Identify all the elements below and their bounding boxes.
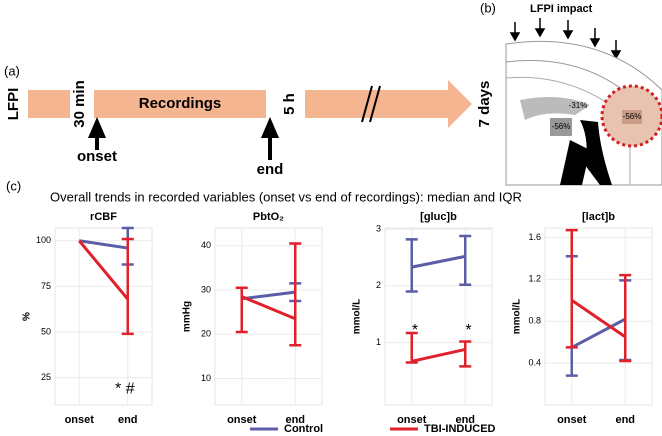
panel-label: (b) (480, 0, 496, 15)
y-tick-label: 30 (201, 284, 211, 294)
y-tick-label: 40 (201, 240, 211, 250)
x-tick-label: end (118, 414, 138, 426)
error-bar (459, 340, 472, 368)
y-tick-label: 1.2 (528, 274, 541, 284)
brain-region (550, 118, 572, 136)
annotation: * (412, 322, 418, 339)
y-tick-label: 1 (376, 337, 381, 347)
error-bar (565, 228, 578, 349)
x-tick-label: end (455, 414, 475, 426)
brain-region (580, 120, 612, 185)
x-tick-label: onset (397, 414, 427, 426)
chart-title: [gluc]b (420, 211, 457, 223)
error-bar (235, 286, 248, 334)
error-bar (459, 234, 472, 286)
error-bar (405, 238, 418, 293)
panel-a: (a) LFPI 30 min Recordings 5 h 7 days on… (4, 63, 493, 178)
panel-label: (a) (4, 63, 20, 78)
y-tick-label: 75 (41, 281, 51, 291)
x-tick-label: onset (557, 414, 587, 426)
series-line (411, 254, 466, 269)
impact-arrows (509, 18, 622, 60)
series-line (571, 317, 626, 349)
error-bar (121, 237, 134, 336)
legend-label: TBI-INDUCED (424, 423, 496, 435)
panel-label: (c) (6, 178, 21, 193)
brain-region (622, 110, 642, 124)
plot-background (54, 227, 153, 406)
error-bar (289, 242, 302, 347)
arrow (260, 116, 280, 160)
series-line (411, 347, 466, 363)
timeline-arrow (305, 80, 472, 128)
chart-title: [lact]b (582, 211, 615, 223)
error-bar (405, 331, 418, 364)
break-mark (361, 85, 373, 123)
timeline-label: 5 h (281, 93, 298, 115)
panel-b: (b) LFPI impact -56% -31% -56% (480, 0, 662, 186)
series-line (78, 239, 129, 301)
region-label: -31% (569, 101, 588, 110)
y-tick-label: 25 (41, 372, 51, 382)
brain-region (560, 140, 590, 185)
series-line (570, 299, 627, 339)
y-tick-label: 3 (376, 224, 381, 234)
timeline-bar (28, 90, 70, 118)
series-line (241, 295, 296, 321)
x-tick-label: end (285, 414, 305, 426)
y-axis-title: mmol/L (352, 299, 363, 335)
annotation: * (465, 322, 471, 339)
timeline-label: 30 min (71, 80, 88, 128)
x-tick-label: onset (227, 414, 257, 426)
y-tick-label: 2 (376, 280, 381, 290)
y-tick-label: 1.6 (528, 232, 541, 242)
arrow (87, 116, 107, 150)
charts: 25 50 75 100 rCBF% onset end * # 10 20 30 40 PbtO₂ mm… (22, 211, 653, 426)
x-tick-label: end (615, 414, 635, 426)
timeline-bar (94, 90, 266, 118)
timeline-label: 7 days (476, 81, 493, 128)
timeline-label: end (257, 161, 284, 178)
plot-background (384, 227, 493, 406)
chart-title: PbtO₂ (253, 211, 284, 223)
legend: Control TBI-INDUCED (250, 423, 496, 435)
legend-label: Control (284, 423, 323, 435)
y-tick-label: 0.4 (528, 357, 541, 367)
y-axis-title: % (22, 312, 33, 321)
timeline-label: onset (77, 148, 117, 165)
impact-label: LFPI impact (530, 3, 593, 15)
caption: Overall trends in recorded variables (on… (50, 189, 522, 204)
break-mark (369, 85, 381, 123)
plot-background (544, 227, 653, 406)
x-tick-label: onset (65, 414, 95, 426)
y-axis-title: mmHg (182, 301, 193, 332)
plot-background (214, 227, 323, 406)
y-tick-label: 50 (41, 326, 51, 336)
brain-region (520, 96, 590, 120)
y-tick-label: 0.8 (528, 316, 541, 326)
series-line (79, 239, 128, 250)
chart-title: rCBF (90, 211, 117, 223)
y-tick-label: 100 (36, 235, 51, 245)
error-bar (619, 273, 632, 363)
y-axis-title: mmol/L (512, 299, 523, 335)
series-line (241, 290, 296, 301)
annotation: * # (115, 380, 135, 397)
timeline-label: Recordings (139, 95, 222, 112)
region-label: -56% (623, 112, 642, 121)
y-tick-label: 20 (201, 329, 211, 339)
y-tick-label: 10 (201, 373, 211, 383)
region-label: -56% (552, 122, 571, 131)
timeline-label: LFPI (5, 88, 22, 121)
